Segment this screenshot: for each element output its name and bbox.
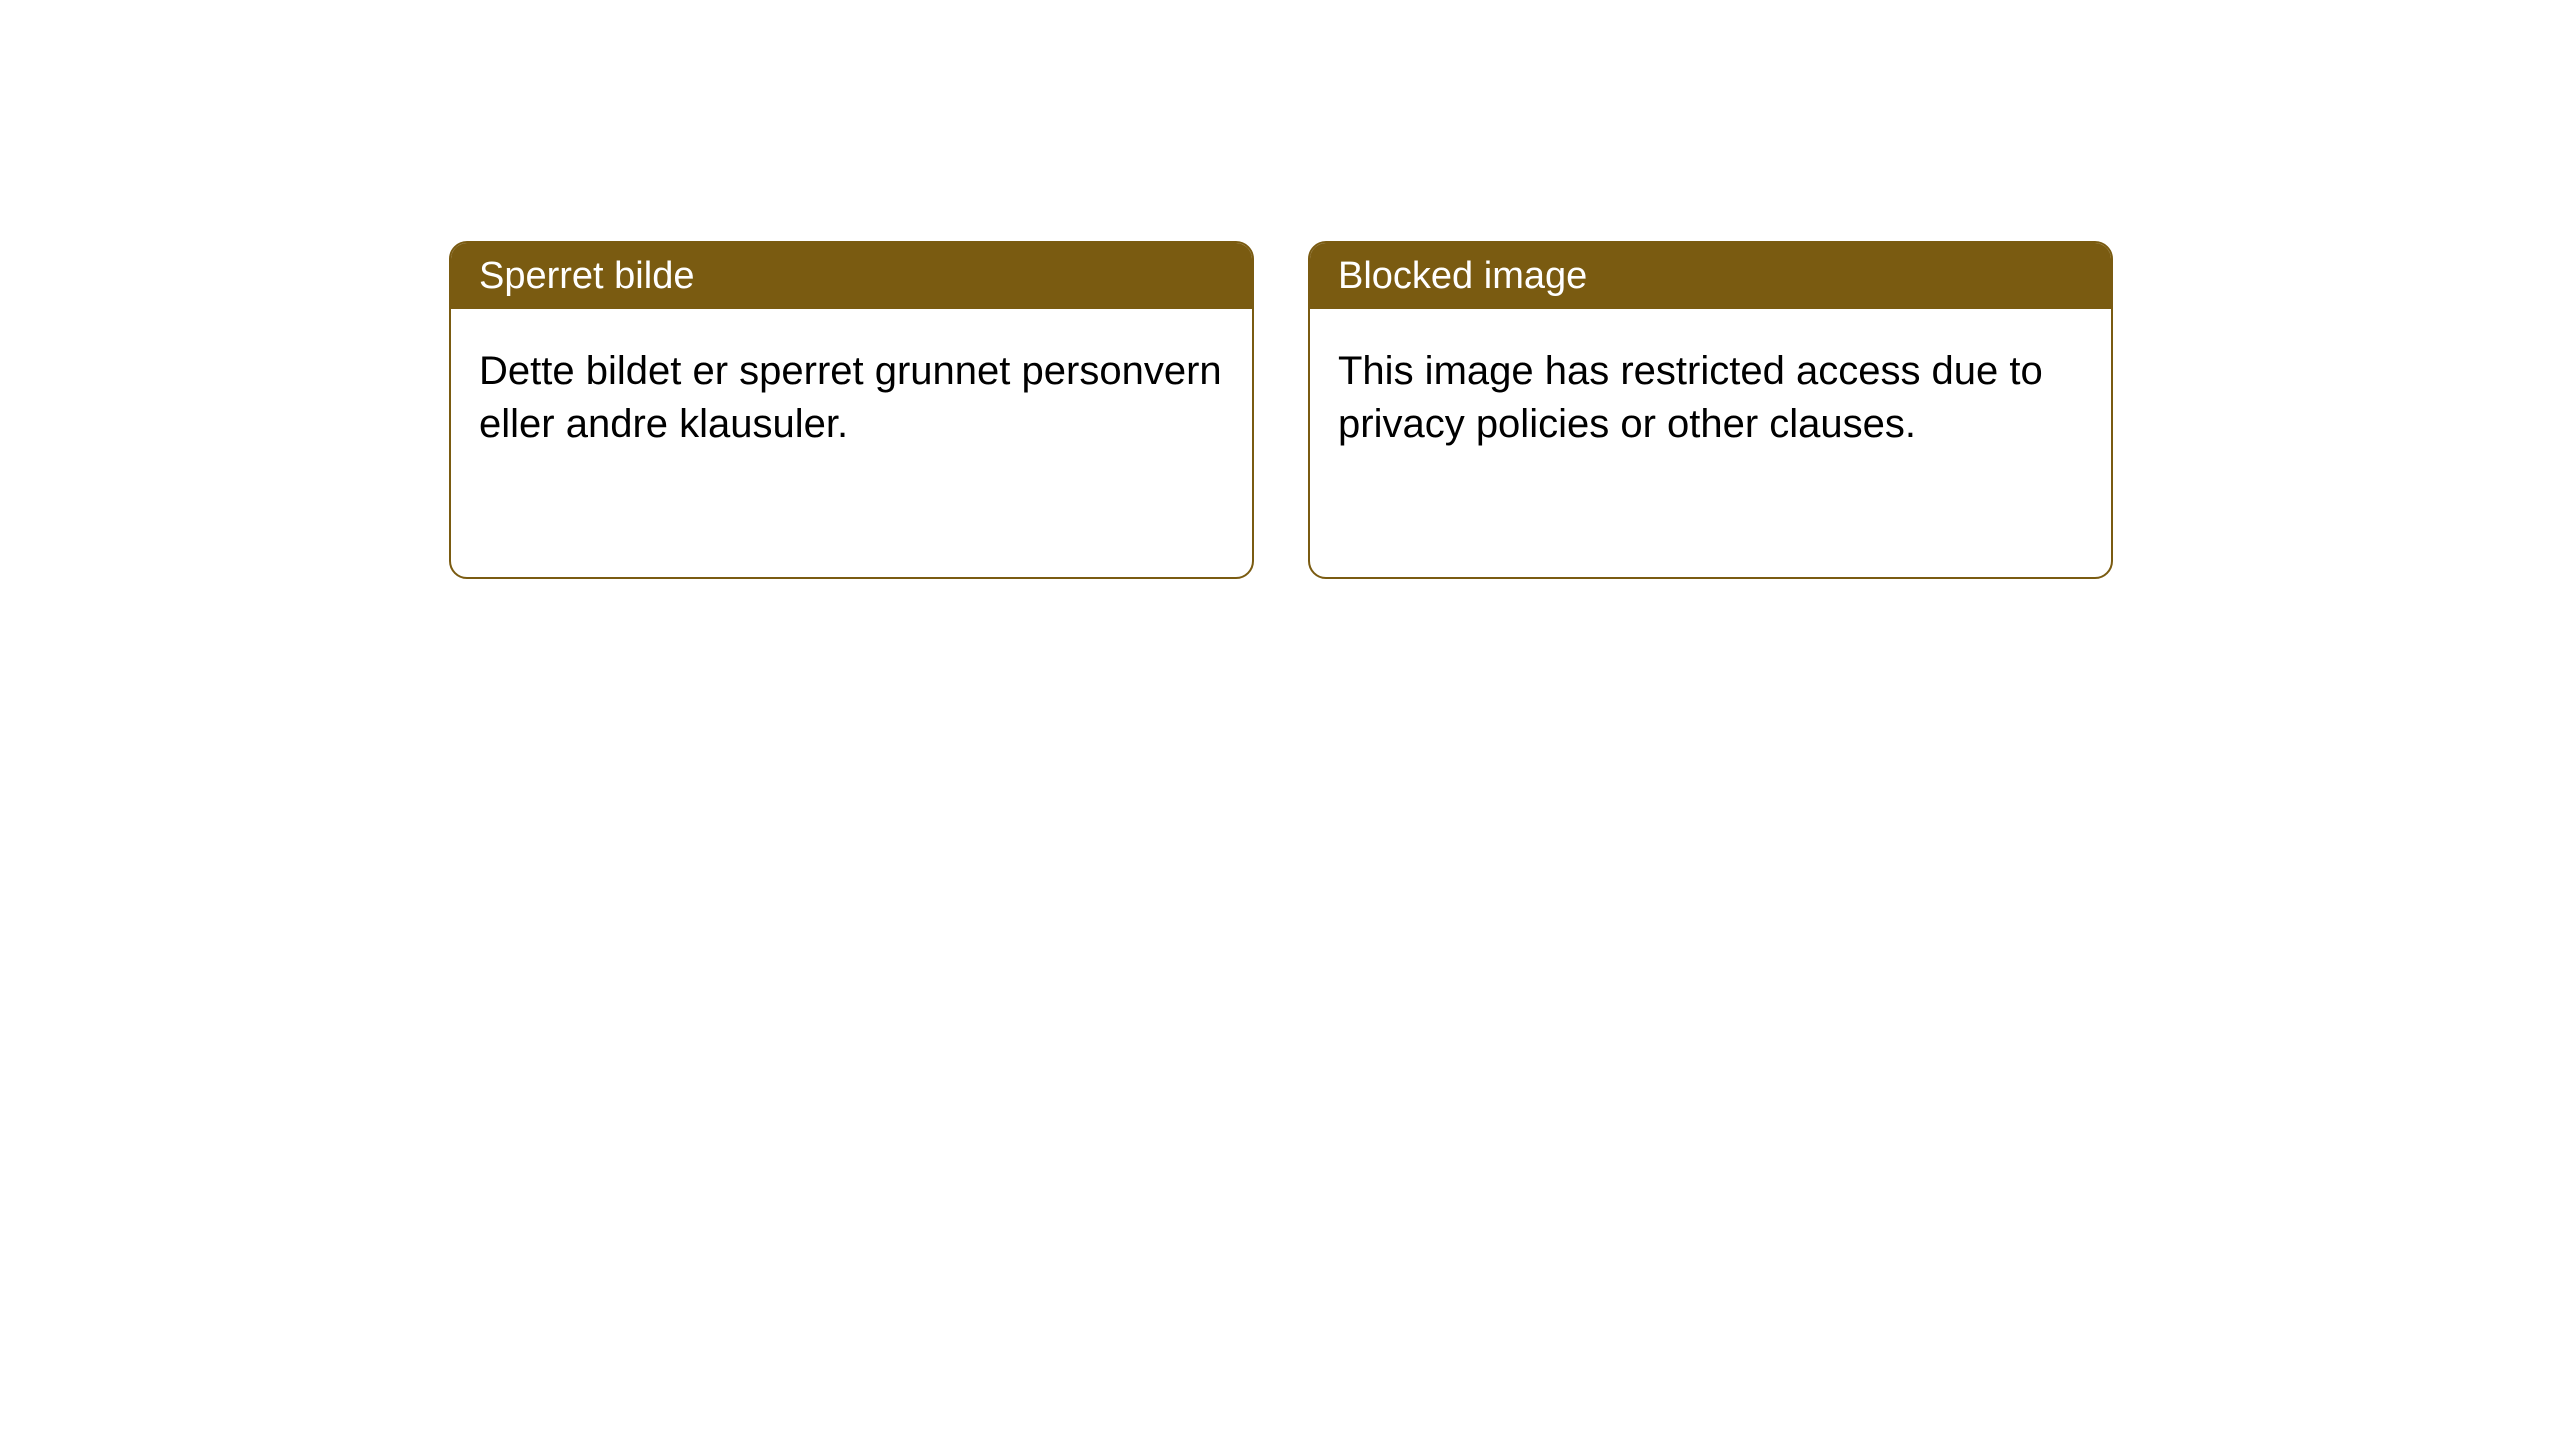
notice-header-norwegian: Sperret bilde — [451, 243, 1252, 309]
notice-card-norwegian: Sperret bilde Dette bildet er sperret gr… — [449, 241, 1254, 579]
notice-header-english: Blocked image — [1310, 243, 2111, 309]
notice-card-english: Blocked image This image has restricted … — [1308, 241, 2113, 579]
notice-body-english: This image has restricted access due to … — [1310, 309, 2111, 487]
notice-container: Sperret bilde Dette bildet er sperret gr… — [449, 241, 2113, 579]
notice-body-norwegian: Dette bildet er sperret grunnet personve… — [451, 309, 1252, 487]
